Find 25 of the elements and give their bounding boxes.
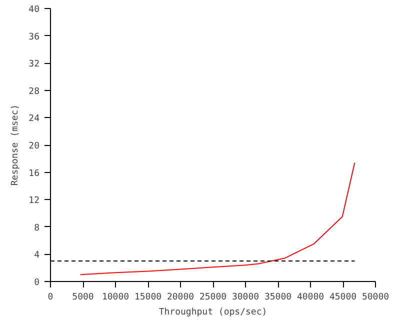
x-tick-label: 20000 xyxy=(166,292,194,302)
y-axis-title: Response (msec) xyxy=(10,104,21,186)
y-tick-label: 32 xyxy=(28,60,40,70)
x-tick-label: 0 xyxy=(48,292,54,302)
x-tick-label: 40000 xyxy=(296,292,324,302)
x-tick-label: 35000 xyxy=(264,292,292,302)
x-tick-label: 10000 xyxy=(102,292,130,302)
x-tick-label: 45000 xyxy=(329,292,357,302)
x-tick-label: 25000 xyxy=(199,292,227,302)
x-tick-label: 30000 xyxy=(232,292,260,302)
x-axis-title: Throughput (ops/sec) xyxy=(158,308,268,318)
y-tick-label: 16 xyxy=(28,168,40,179)
y-tick-label: 20 xyxy=(28,142,40,152)
x-tick-label: 15000 xyxy=(134,292,162,302)
y-tick-label: 28 xyxy=(28,86,40,97)
y-tick-label: 36 xyxy=(28,32,40,42)
y-tick-label: 24 xyxy=(28,114,40,124)
x-tick-label: 50000 xyxy=(362,292,390,302)
y-tick-label: 40 xyxy=(28,5,40,15)
y-tick-label: 8 xyxy=(34,223,40,234)
y-tick-label: 4 xyxy=(34,250,40,261)
y-tick-label: 0 xyxy=(34,278,40,288)
y-tick-label: 12 xyxy=(28,196,40,206)
x-tick-label: 5000 xyxy=(72,292,94,302)
line-series xyxy=(80,162,356,276)
